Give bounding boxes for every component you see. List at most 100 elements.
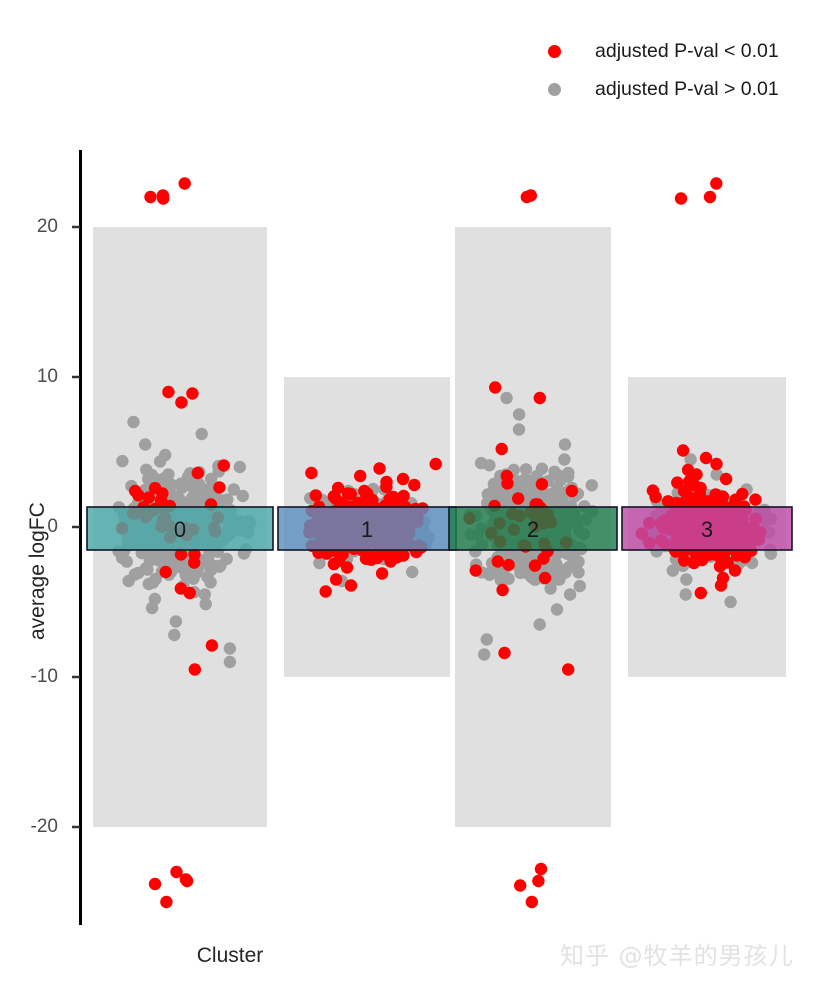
y-tick-label-neg10: -10: [30, 666, 58, 687]
data-point: [677, 484, 691, 498]
watermark: 知乎 @牧羊的男孩儿: [560, 942, 794, 970]
legend-item-not-significant[interactable]: adjusted P-val > 0.01: [548, 74, 808, 104]
data-point: [195, 427, 208, 441]
data-point: [649, 490, 662, 504]
data-point: [144, 190, 157, 204]
data-point: [396, 472, 410, 486]
y-tick-label-20: 20: [36, 216, 58, 237]
data-point: [731, 549, 744, 562]
data-point: [236, 489, 249, 503]
data-point: [397, 489, 410, 503]
data-point: [354, 469, 367, 483]
data-point: [127, 415, 140, 429]
data-point: [666, 564, 679, 577]
cluster-ribbon-1[interactable]: [277, 506, 457, 551]
data-point: [156, 189, 170, 202]
data-point: [187, 572, 200, 585]
data-point: [227, 483, 240, 496]
data-point: [544, 582, 557, 595]
data-point: [198, 588, 211, 601]
data-point: [496, 583, 509, 597]
data-point: [554, 473, 568, 486]
data-point: [710, 177, 723, 190]
data-point: [679, 588, 692, 601]
data-point: [533, 391, 546, 405]
data-point: [142, 491, 155, 504]
data-point: [680, 573, 693, 586]
data-point: [122, 574, 135, 588]
data-point: [674, 192, 688, 205]
data-point: [694, 586, 707, 600]
data-point: [469, 564, 482, 577]
data-point: [558, 438, 572, 451]
x-axis-title: Cluster: [196, 944, 264, 967]
data-point: [525, 570, 538, 584]
data-point: [512, 408, 526, 421]
data-point: [384, 555, 397, 568]
data-point: [120, 555, 133, 568]
data-point: [728, 564, 742, 577]
data-point: [331, 481, 345, 495]
data-point: [572, 555, 585, 568]
data-point: [180, 874, 194, 888]
data-point: [178, 177, 191, 190]
data-point: [205, 639, 219, 652]
data-point: [715, 492, 729, 506]
data-point: [183, 586, 196, 600]
data-point: [483, 568, 496, 581]
data-point: [553, 573, 566, 586]
cluster-ribbon-3[interactable]: [621, 506, 793, 551]
data-point: [705, 548, 718, 561]
data-point: [533, 618, 546, 631]
y-tick-label-10: 10: [36, 366, 58, 387]
data-point: [309, 489, 322, 502]
data-point: [380, 475, 393, 489]
data-point: [329, 573, 343, 586]
data-point: [699, 451, 713, 465]
data-point: [495, 442, 508, 456]
legend-label-not-significant: adjusted P-val > 0.01: [595, 77, 779, 100]
data-point: [487, 477, 501, 491]
data-point: [713, 560, 727, 573]
data-point: [149, 572, 162, 586]
data-point: [498, 646, 511, 660]
data-point: [511, 479, 525, 492]
data-point: [397, 549, 410, 562]
data-point: [500, 391, 513, 405]
data-point: [191, 466, 204, 480]
data-point: [534, 862, 548, 876]
data-point: [676, 444, 690, 457]
cluster-ribbon-2[interactable]: [448, 506, 618, 551]
data-point: [719, 472, 733, 486]
data-point: [408, 478, 421, 492]
data-point: [313, 556, 326, 570]
data-point: [478, 648, 491, 661]
data-point: [677, 554, 691, 567]
cluster-color-ribbons: [86, 506, 793, 551]
data-point: [524, 189, 537, 202]
data-point: [213, 481, 226, 494]
data-point: [340, 561, 354, 574]
data-point: [558, 453, 571, 466]
data-point: [710, 457, 723, 471]
data-point: [154, 493, 168, 507]
data-point: [199, 597, 212, 611]
data-point: [159, 565, 172, 579]
data-point: [194, 487, 207, 500]
data-point: [188, 548, 201, 561]
data-point: [352, 496, 365, 510]
legend-item-significant[interactable]: adjusted P-val < 0.01: [548, 36, 808, 66]
cluster-ribbon-0[interactable]: [86, 506, 274, 551]
data-point: [233, 460, 246, 474]
data-point: [132, 566, 145, 580]
data-point: [489, 381, 502, 394]
data-point: [170, 865, 183, 879]
data-point: [156, 553, 169, 566]
data-point: [160, 895, 173, 909]
data-point: [223, 642, 237, 655]
data-point: [671, 476, 684, 489]
data-point: [710, 468, 723, 481]
data-point: [519, 463, 533, 476]
